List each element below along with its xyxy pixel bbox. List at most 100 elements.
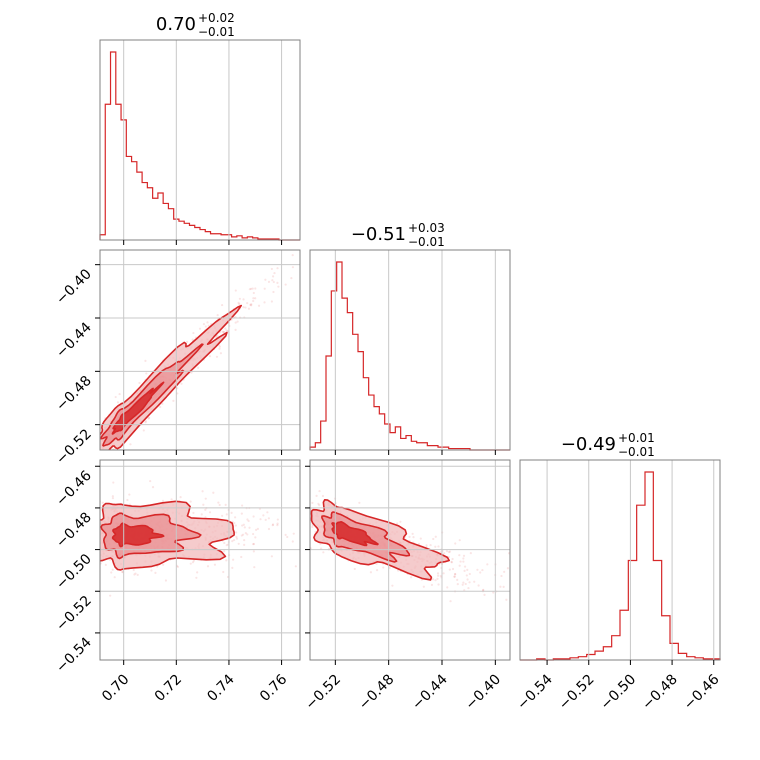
param-title-minus: −0.01	[618, 445, 655, 459]
sample-point	[192, 559, 196, 562]
sample-point	[197, 366, 200, 369]
scatter-panel-1	[71, 202, 376, 470]
sample-point	[234, 321, 237, 324]
sample-point	[481, 568, 484, 572]
param-title-plus: +0.01	[618, 431, 655, 445]
sample-point	[276, 522, 279, 525]
sample-point	[454, 572, 457, 576]
sample-point	[431, 578, 435, 581]
sample-point	[106, 451, 108, 453]
sample-point	[456, 583, 459, 586]
sample-point	[208, 355, 212, 358]
sample-point	[222, 330, 225, 333]
sample-point	[202, 323, 206, 326]
sample-point	[96, 443, 98, 445]
sample-point	[253, 566, 256, 569]
sample-point	[94, 532, 96, 534]
sample-point	[121, 571, 124, 574]
sample-point	[235, 535, 238, 538]
sample-point	[240, 534, 243, 537]
sample-point	[382, 566, 385, 569]
sample-point	[186, 340, 189, 343]
sample-point	[150, 569, 153, 572]
sample-point	[267, 280, 271, 283]
sample-point	[208, 511, 212, 514]
sample-point	[439, 551, 442, 554]
sample-point	[374, 202, 376, 204]
sample-point	[458, 564, 461, 567]
param-title-plus: +0.03	[408, 221, 445, 235]
sample-point	[437, 545, 440, 548]
sample-point	[101, 461, 103, 463]
sample-point	[109, 594, 112, 597]
sample-point	[95, 539, 97, 541]
sample-point	[492, 591, 495, 594]
sample-point	[375, 569, 379, 572]
sample-point	[149, 479, 152, 483]
sample-point	[483, 593, 486, 596]
sample-point	[442, 572, 445, 575]
sample-point	[409, 576, 413, 579]
sample-point	[524, 606, 526, 608]
param-title-minus: −0.01	[408, 235, 445, 249]
sample-point	[218, 503, 221, 507]
sample-point	[71, 468, 73, 470]
sample-point	[482, 588, 485, 591]
sample-point	[270, 267, 273, 271]
sample-point	[145, 372, 148, 375]
sample-point	[537, 600, 539, 602]
sample-point	[434, 579, 437, 582]
sample-point	[399, 520, 402, 523]
sample-point	[506, 567, 509, 570]
sample-point	[445, 550, 449, 553]
sample-point	[450, 560, 453, 564]
sample-point	[396, 522, 399, 525]
sample-point	[500, 574, 503, 578]
sample-point	[270, 555, 273, 558]
sample-point	[271, 279, 274, 282]
sample-point	[240, 512, 243, 515]
sample-point	[233, 521, 236, 525]
sample-point	[313, 242, 315, 244]
sample-point	[314, 241, 316, 243]
axes-frame	[309, 249, 511, 451]
x-tick-label: 0.76	[257, 671, 290, 704]
sample-point	[294, 565, 297, 568]
sample-point	[254, 528, 258, 532]
sample-point	[303, 245, 305, 247]
sample-point	[114, 395, 117, 399]
sample-point	[94, 523, 96, 525]
sample-point	[212, 491, 215, 494]
sample-point	[502, 585, 505, 588]
sample-point	[259, 518, 262, 521]
sample-point	[84, 539, 86, 541]
sample-point	[286, 535, 289, 539]
sample-point	[237, 301, 240, 304]
sample-point	[95, 449, 97, 451]
histogram-step	[520, 471, 721, 661]
sample-point	[249, 287, 253, 290]
sample-point	[315, 494, 318, 497]
sample-point	[477, 584, 480, 587]
sample-point	[462, 557, 465, 560]
sample-point	[223, 541, 226, 545]
axes-frame	[519, 459, 721, 661]
sample-point	[151, 486, 155, 489]
sample-point	[133, 573, 136, 576]
sample-point	[128, 493, 131, 496]
sample-point	[448, 568, 451, 571]
sample-point	[246, 533, 249, 536]
sample-point	[242, 523, 245, 526]
sample-point	[252, 543, 255, 546]
sample-point	[318, 504, 321, 507]
sample-point	[96, 526, 98, 528]
sample-point	[95, 446, 97, 448]
sample-point	[206, 565, 210, 568]
sample-point	[264, 278, 267, 281]
sample-point	[317, 502, 320, 505]
sample-point	[248, 288, 251, 291]
x-tick-label: −0.48	[356, 672, 398, 714]
histogram-panel-3	[520, 471, 721, 661]
sample-point	[225, 329, 228, 332]
